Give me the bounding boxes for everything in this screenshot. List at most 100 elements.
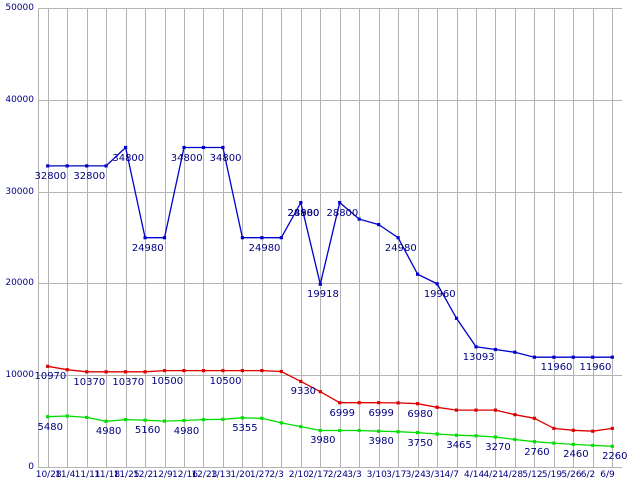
data-point-marker — [279, 421, 283, 425]
x-tick-label: 4/14 — [464, 470, 485, 480]
x-tick-label: 5/26 — [561, 470, 582, 480]
data-point-marker — [552, 441, 556, 445]
data-point-marker — [221, 369, 225, 373]
data-point-marker — [474, 408, 478, 412]
data-point-marker — [65, 164, 69, 168]
data-point-marker — [532, 416, 536, 420]
x-tick-label: 4/21 — [483, 470, 504, 480]
data-point-marker — [474, 434, 478, 438]
gridline-vertical — [476, 8, 477, 467]
point-value-label: 32800 — [34, 170, 67, 182]
point-value-label: 28800 — [287, 207, 320, 219]
gridline-vertical — [203, 8, 205, 467]
data-point-marker — [493, 408, 498, 412]
gridline-vertical — [359, 8, 361, 467]
data-point-marker — [338, 401, 342, 405]
y-tick-label: 20000 — [5, 278, 34, 289]
data-point-marker — [610, 426, 614, 430]
gridline-horizontal — [38, 375, 622, 377]
data-point-marker — [240, 236, 244, 240]
gridline-vertical — [339, 8, 341, 467]
x-tick-label: 3/24 — [405, 470, 426, 480]
y-tick-label: 50000 — [5, 3, 34, 13]
data-point-marker — [124, 418, 128, 422]
gridline-horizontal — [38, 191, 622, 193]
gridline-vertical — [495, 8, 497, 467]
x-tick-label: 3/17 — [386, 470, 407, 480]
data-point-marker — [591, 355, 595, 359]
data-point-marker — [46, 364, 50, 368]
point-value-label: 11960 — [540, 362, 573, 374]
data-point-marker — [143, 370, 147, 374]
data-point-marker — [143, 236, 147, 240]
gridline-vertical — [47, 8, 49, 467]
data-point-marker — [260, 236, 264, 240]
gridline-horizontal — [38, 283, 622, 285]
point-value-label: 34800 — [209, 152, 242, 164]
data-point-marker — [552, 426, 556, 430]
y-tick-label: 30000 — [5, 186, 34, 197]
point-value-label: 19918 — [307, 289, 339, 301]
x-tick-label: 3/3 — [347, 470, 362, 480]
data-point-marker — [201, 369, 206, 373]
point-value-label: 2260 — [602, 451, 628, 463]
point-value-label: 10370 — [112, 376, 145, 388]
data-point-marker — [552, 355, 556, 359]
gridline-vertical — [612, 8, 614, 467]
point-value-label: 5355 — [232, 422, 258, 434]
data-point-marker — [318, 282, 322, 286]
data-point-marker — [396, 236, 400, 240]
data-point-marker — [571, 442, 575, 446]
data-point-marker — [493, 435, 498, 439]
x-tick-label: 12/16 — [172, 470, 198, 480]
x-tick-label: 1/20 — [230, 470, 251, 480]
x-tick-label: 2/17 — [308, 470, 329, 480]
data-point-marker — [396, 430, 400, 434]
point-value-label: 5480 — [37, 421, 63, 433]
data-point-marker — [416, 402, 420, 406]
data-point-marker — [85, 370, 89, 374]
x-tick-label: 1/27 — [249, 470, 271, 480]
data-point-marker — [162, 419, 167, 423]
point-value-label: 2460 — [563, 449, 589, 461]
point-value-label: 10500 — [209, 375, 242, 387]
x-tick-label: 3/31 — [425, 470, 446, 480]
gridline-vertical — [184, 8, 185, 467]
x-tick-label: 12/23 — [191, 470, 218, 480]
data-point-marker — [454, 316, 459, 320]
x-tick-label: 2/24 — [327, 470, 348, 480]
x-tick-label: 4/28 — [502, 470, 524, 480]
series-line-red — [47, 365, 613, 432]
point-value-label: 11960 — [579, 362, 612, 374]
point-value-label: 13093 — [462, 351, 495, 363]
data-point-marker — [416, 431, 420, 435]
data-point-marker — [104, 370, 108, 374]
data-point-marker — [416, 272, 420, 276]
x-tick-label: 4/7 — [444, 470, 460, 480]
x-tick-label: 6/2 — [580, 470, 596, 480]
data-point-marker — [65, 368, 69, 372]
point-value-label: 6999 — [368, 407, 394, 419]
data-point-marker — [513, 413, 517, 417]
x-tick-label: 5/12 — [522, 470, 543, 480]
point-value-label: 3270 — [485, 441, 511, 453]
data-point-marker — [240, 369, 244, 373]
data-point-marker — [201, 418, 206, 422]
data-point-marker — [299, 201, 303, 205]
x-tick-label: 11/11 — [74, 470, 101, 480]
gridline-vertical — [514, 8, 516, 467]
data-point-marker — [396, 401, 400, 405]
data-point-marker — [377, 401, 381, 405]
gridline-vertical — [378, 8, 380, 467]
data-point-marker — [143, 418, 147, 422]
data-point-marker — [279, 369, 283, 374]
x-tick-label: 2/3 — [269, 470, 284, 480]
x-tick-label: 3/10 — [366, 470, 387, 480]
data-point-marker — [591, 429, 595, 433]
x-tick-label: 6/9 — [600, 470, 615, 480]
point-value-label: 3980 — [368, 436, 394, 448]
x-tick-label: 10/28 — [35, 470, 62, 480]
point-value-label: 19960 — [423, 288, 456, 300]
